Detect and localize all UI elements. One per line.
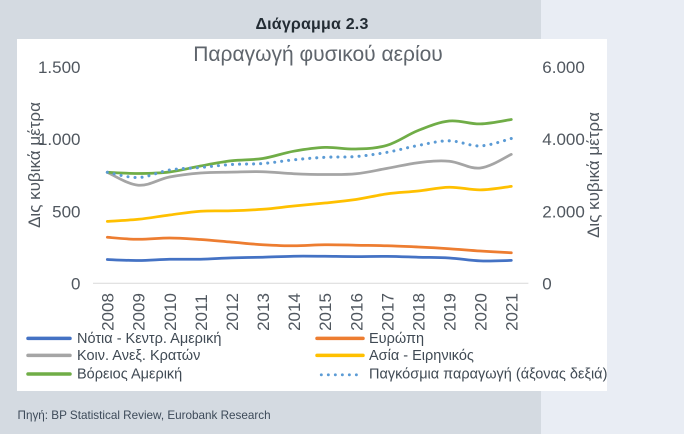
svg-text:Παραγωγή φυσικού αερίου: Παραγωγή φυσικού αερίου bbox=[193, 43, 443, 66]
svg-text:2008: 2008 bbox=[99, 293, 118, 331]
svg-text:4.000: 4.000 bbox=[542, 130, 585, 149]
svg-text:Νότια - Κεντρ. Αμερική: Νότια - Κεντρ. Αμερική bbox=[77, 331, 221, 347]
svg-text:Βόρειος Αμερική: Βόρειος Αμερική bbox=[77, 367, 182, 383]
svg-text:2013: 2013 bbox=[254, 293, 273, 331]
svg-text:2.000: 2.000 bbox=[542, 202, 585, 221]
svg-text:2016: 2016 bbox=[347, 293, 366, 331]
svg-text:1.000: 1.000 bbox=[38, 130, 81, 149]
svg-text:Κοιν. Ανεξ. Κρατών: Κοιν. Ανεξ. Κρατών bbox=[77, 348, 200, 364]
svg-text:1.500: 1.500 bbox=[38, 58, 81, 77]
svg-text:2014: 2014 bbox=[285, 293, 304, 331]
svg-text:2021: 2021 bbox=[503, 293, 522, 331]
svg-text:Παγκόσμια παραγωγή (άξονας δεξ: Παγκόσμια παραγωγή (άξονας δεξιά) bbox=[369, 367, 607, 383]
svg-text:2015: 2015 bbox=[316, 293, 335, 331]
svg-text:6.000: 6.000 bbox=[542, 58, 585, 77]
svg-text:2012: 2012 bbox=[223, 293, 242, 331]
svg-text:Δις κυβικά μέτρα: Δις κυβικά μέτρα bbox=[584, 112, 603, 238]
svg-text:2009: 2009 bbox=[130, 293, 149, 331]
svg-text:500: 500 bbox=[52, 202, 80, 221]
svg-text:2020: 2020 bbox=[472, 293, 491, 331]
svg-text:2017: 2017 bbox=[378, 293, 397, 331]
svg-text:2010: 2010 bbox=[161, 293, 180, 331]
svg-text:Ευρώπη: Ευρώπη bbox=[369, 331, 424, 347]
svg-text:2018: 2018 bbox=[409, 293, 428, 331]
svg-text:0: 0 bbox=[71, 275, 80, 294]
svg-text:Δις κυβικά μέτρα: Δις κυβικά μέτρα bbox=[25, 102, 44, 228]
svg-text:2019: 2019 bbox=[441, 293, 460, 331]
svg-text:0: 0 bbox=[542, 275, 551, 294]
svg-text:Ασία - Ειρηνικός: Ασία - Ειρηνικός bbox=[369, 348, 474, 364]
svg-text:2011: 2011 bbox=[192, 294, 211, 331]
